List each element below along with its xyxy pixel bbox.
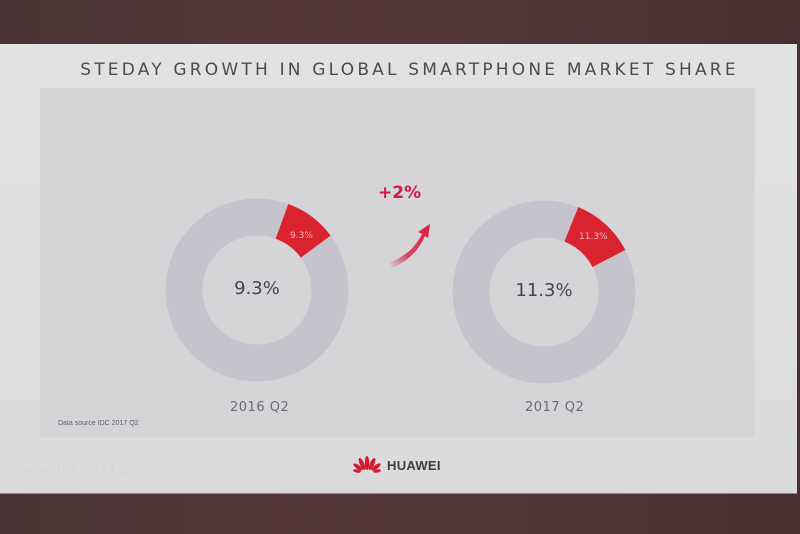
data-source-note: Data source IDC 2017 Q2 bbox=[58, 420, 139, 427]
center-value: 9.3% bbox=[234, 278, 280, 299]
huawei-petal-icon bbox=[353, 456, 381, 473]
chart-panel: 9.3% 9.3% 2016 Q2 11.3% 11.3% 2017 Q2 Da… bbox=[40, 88, 755, 437]
share-slice bbox=[165, 198, 349, 382]
slide-title: STEDAY GROWTH IN GLOBAL SMARTPHONE MARKE… bbox=[80, 60, 739, 80]
brand-logo: HUAWEI bbox=[353, 456, 441, 474]
growth-delta-label: +2% bbox=[378, 183, 422, 203]
slice-label: 11.3% bbox=[579, 232, 608, 242]
brand-wordmark: HUAWEI bbox=[387, 457, 441, 473]
donut-ring bbox=[452, 200, 636, 384]
growth-arrow-icon bbox=[390, 224, 430, 268]
donut-ring bbox=[165, 198, 349, 382]
center-value: 11.3% bbox=[515, 280, 573, 301]
donut-chart-2016: 9.3% 9.3% bbox=[165, 198, 349, 382]
slice-label: 9.3% bbox=[290, 231, 313, 241]
ghost-reflection-text: urce: IDC 2017 Q2 bbox=[20, 464, 139, 477]
year-label-2016: 2016 Q2 bbox=[230, 400, 290, 415]
year-label-2017: 2017 Q2 bbox=[525, 400, 585, 415]
slide: STEDAY GROWTH IN GLOBAL SMARTPHONE MARKE… bbox=[0, 44, 797, 494]
donut-chart-2017: 11.3% 11.3% bbox=[452, 200, 636, 384]
